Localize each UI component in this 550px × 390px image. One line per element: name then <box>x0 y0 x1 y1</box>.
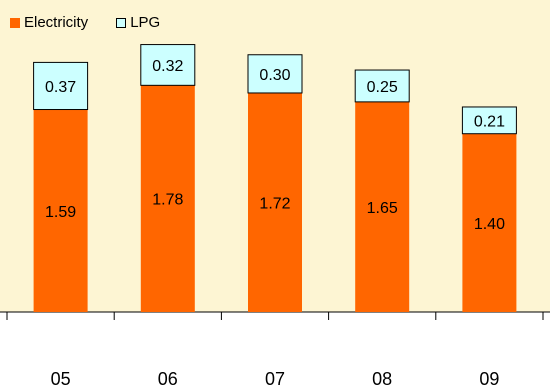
bar-lpg-05 <box>33 61 89 111</box>
legend-item-electricity: Electricity <box>10 14 88 31</box>
data-label-electricity-05: 1.59 <box>45 204 76 221</box>
data-label-electricity-07: 1.72 <box>259 195 290 212</box>
x-tick-label-05: 05 <box>51 369 71 389</box>
data-label-lpg-06: 0.32 <box>152 58 183 75</box>
bar-electricity-05 <box>33 109 88 312</box>
data-label-electricity-09: 1.40 <box>474 216 505 233</box>
data-label-lpg-08: 0.25 <box>367 79 398 96</box>
x-axis-ticks <box>6 312 544 320</box>
data-label-electricity-06: 1.78 <box>152 192 183 209</box>
bar-electricity-06 <box>140 85 195 312</box>
legend: Electricity LPG <box>10 14 160 31</box>
legend-label-electricity: Electricity <box>24 14 89 31</box>
labels-group: 1.59 0.37 05 1.78 0.32 06 1.72 0.30 07 1.65 0.25 08… <box>45 58 505 389</box>
bar-lpg-08 <box>354 69 410 103</box>
bar-electricity-09 <box>462 133 517 312</box>
data-label-lpg-07: 0.30 <box>259 67 290 84</box>
x-tick-label-09: 09 <box>479 369 499 389</box>
x-tick-label-06: 06 <box>158 369 178 389</box>
legend-label-lpg: LPG <box>130 14 161 31</box>
bar-lpg-07 <box>247 54 303 94</box>
data-label-electricity-08: 1.65 <box>367 200 398 217</box>
x-tick-label-08: 08 <box>372 369 392 389</box>
bar-electricity-08 <box>355 101 410 312</box>
data-label-lpg-09: 0.21 <box>474 113 505 130</box>
data-label-lpg-05: 0.37 <box>45 79 76 96</box>
bars-group <box>33 44 517 313</box>
bar-lpg-06 <box>140 44 196 86</box>
bar-lpg-09 <box>461 106 517 135</box>
lpg-swatch-icon <box>116 17 127 28</box>
electricity-swatch-icon <box>10 17 20 28</box>
x-tick-label-07: 07 <box>265 369 285 389</box>
legend-item-lpg: LPG <box>116 14 160 31</box>
bar-electricity-07 <box>248 92 302 313</box>
